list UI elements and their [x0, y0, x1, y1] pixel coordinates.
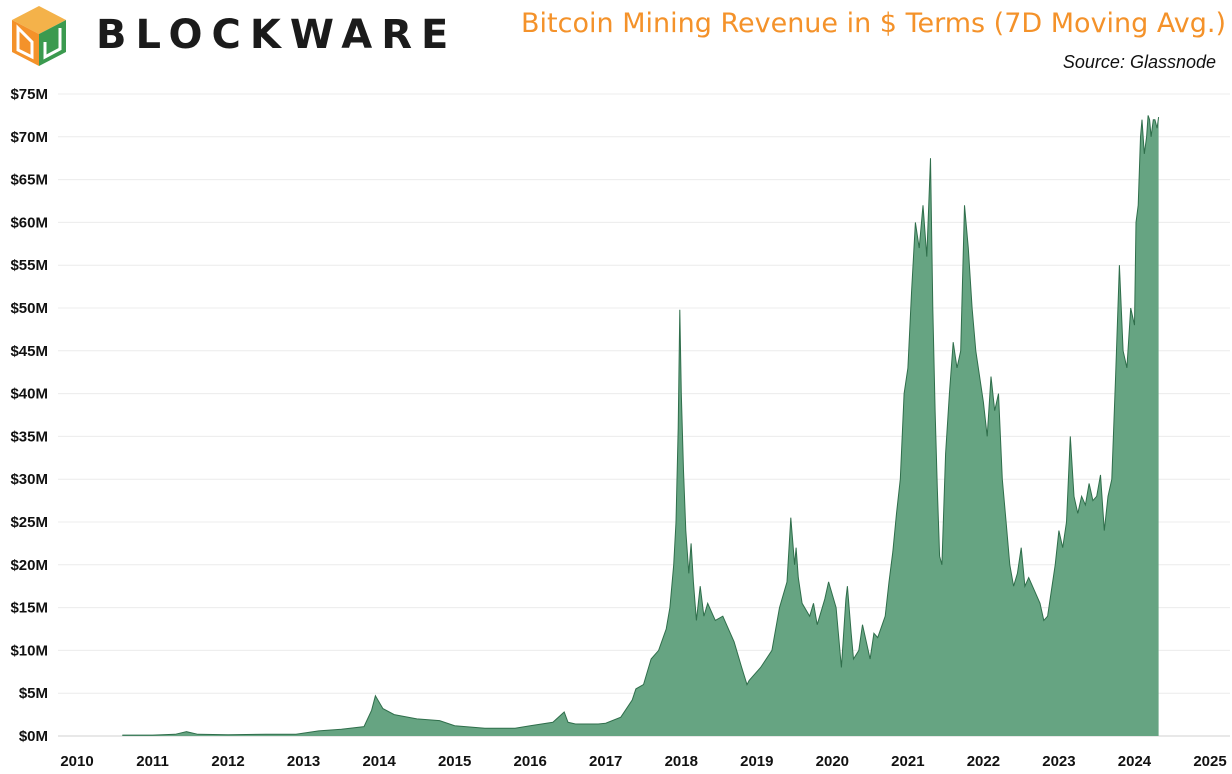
x-tick-label: 2012 [211, 753, 244, 770]
x-tick-label: 2023 [1042, 753, 1075, 770]
x-tick-label: 2013 [287, 753, 320, 770]
series-line [122, 115, 1160, 736]
x-tick-label: 2022 [967, 753, 1000, 770]
x-tick-label: 2019 [740, 753, 773, 770]
y-axis-ticks: $0M $5M $10M $15M $20M $25M $30M $35M $40M $45M $5… [10, 86, 48, 745]
y-tick-label: $5M [19, 685, 48, 702]
x-tick-label: 2011 [136, 753, 169, 770]
y-tick-label: $25M [10, 514, 48, 531]
x-tick-label: 2020 [816, 753, 849, 770]
x-tick-label: 2025 [1193, 753, 1226, 770]
y-tick-label: $20M [10, 557, 48, 574]
area-series [122, 115, 1160, 736]
y-tick-label: $60M [10, 214, 48, 231]
area-fill [122, 115, 1159, 736]
y-tick-label: $50M [10, 300, 48, 317]
x-tick-label: 2016 [514, 753, 547, 770]
y-tick-label: $65M [10, 172, 48, 189]
y-tick-label: $30M [10, 471, 48, 488]
y-tick-label: $45M [10, 343, 48, 360]
y-tick-label: $40M [10, 386, 48, 403]
y-tick-label: $15M [10, 600, 48, 617]
blockware-logo [12, 6, 66, 66]
x-tick-label: 2018 [665, 753, 698, 770]
x-tick-label: 2010 [60, 753, 93, 770]
y-tick-label: $10M [10, 642, 48, 659]
y-tick-label: $0M [19, 728, 48, 745]
x-axis-ticks: 2010 2011 2012 2013 2014 2015 2016 2017 2018 2019… [60, 753, 1226, 770]
brand-name: BLOCKWARE [96, 12, 458, 58]
source-note: Source: Glassnode [1062, 52, 1216, 72]
x-tick-label: 2024 [1118, 753, 1152, 770]
x-tick-label: 2021 [891, 753, 924, 770]
y-tick-label: $75M [10, 86, 48, 103]
revenue-area-chart: $0M $5M $10M $15M $20M $25M $30M $35M $40M $45M $5… [10, 86, 1230, 770]
y-tick-label: $55M [10, 257, 48, 274]
y-tick-label: $70M [10, 129, 48, 146]
y-tick-label: $35M [10, 428, 48, 445]
x-tick-label: 2015 [438, 753, 471, 770]
x-tick-label: 2017 [589, 753, 622, 770]
x-tick-label: 2014 [362, 753, 396, 770]
chart-title: Bitcoin Mining Revenue in $ Terms (7D Mo… [521, 8, 1226, 39]
